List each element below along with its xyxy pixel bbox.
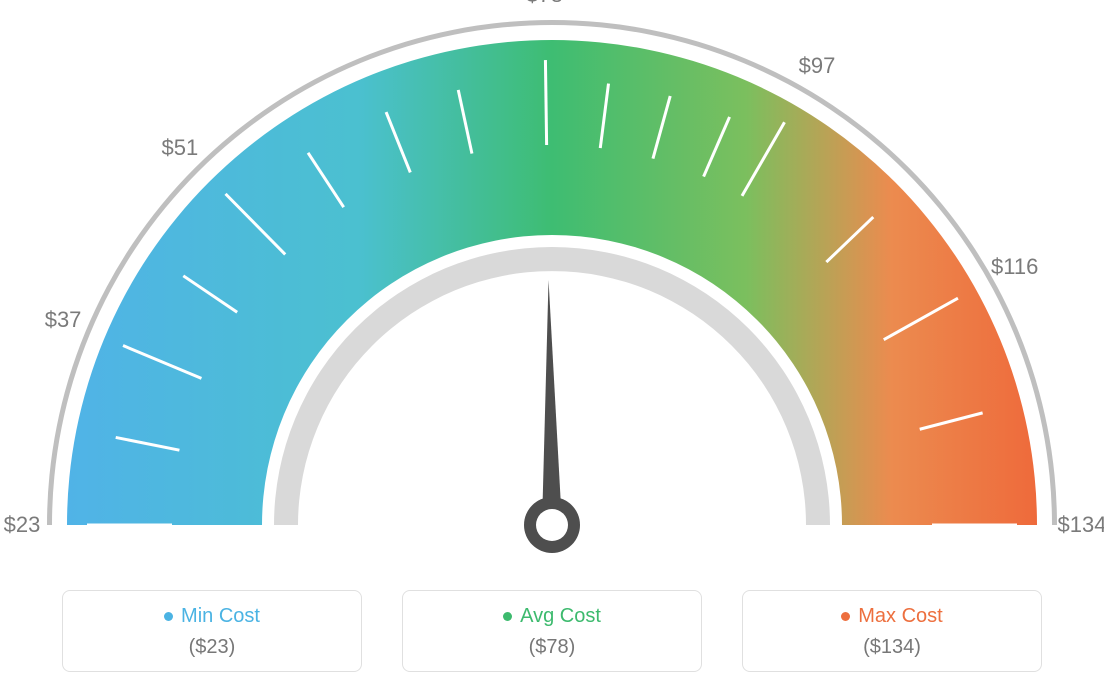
legend-min-title: Min Cost <box>73 605 351 628</box>
gauge-tick-label: $23 <box>4 512 41 538</box>
legend-avg-title: Avg Cost <box>413 605 691 628</box>
gauge-tick-label: $37 <box>45 307 82 333</box>
gauge-tick-label: $97 <box>799 53 836 79</box>
gauge-tick-label: $134 <box>1058 512 1104 538</box>
legend-max-value: ($134) <box>753 636 1031 659</box>
legend-avg-value: ($78) <box>413 636 691 659</box>
gauge-tick-label: $116 <box>991 254 1038 280</box>
legend-max-cost: Max Cost ($134) <box>742 590 1042 672</box>
gauge-tick-label: $51 <box>162 135 199 161</box>
gauge-svg <box>0 0 1104 560</box>
legend-min-cost: Min Cost ($23) <box>62 590 362 672</box>
legend-avg-cost: Avg Cost ($78) <box>402 590 702 672</box>
legend: Min Cost ($23) Avg Cost ($78) Max Cost (… <box>0 590 1104 672</box>
cost-gauge: $23 $37 $51 $78 $97 $116 $134 <box>0 0 1104 560</box>
legend-min-value: ($23) <box>73 636 351 659</box>
legend-max-title: Max Cost <box>753 605 1031 628</box>
gauge-tick-label: $78 <box>526 0 563 8</box>
